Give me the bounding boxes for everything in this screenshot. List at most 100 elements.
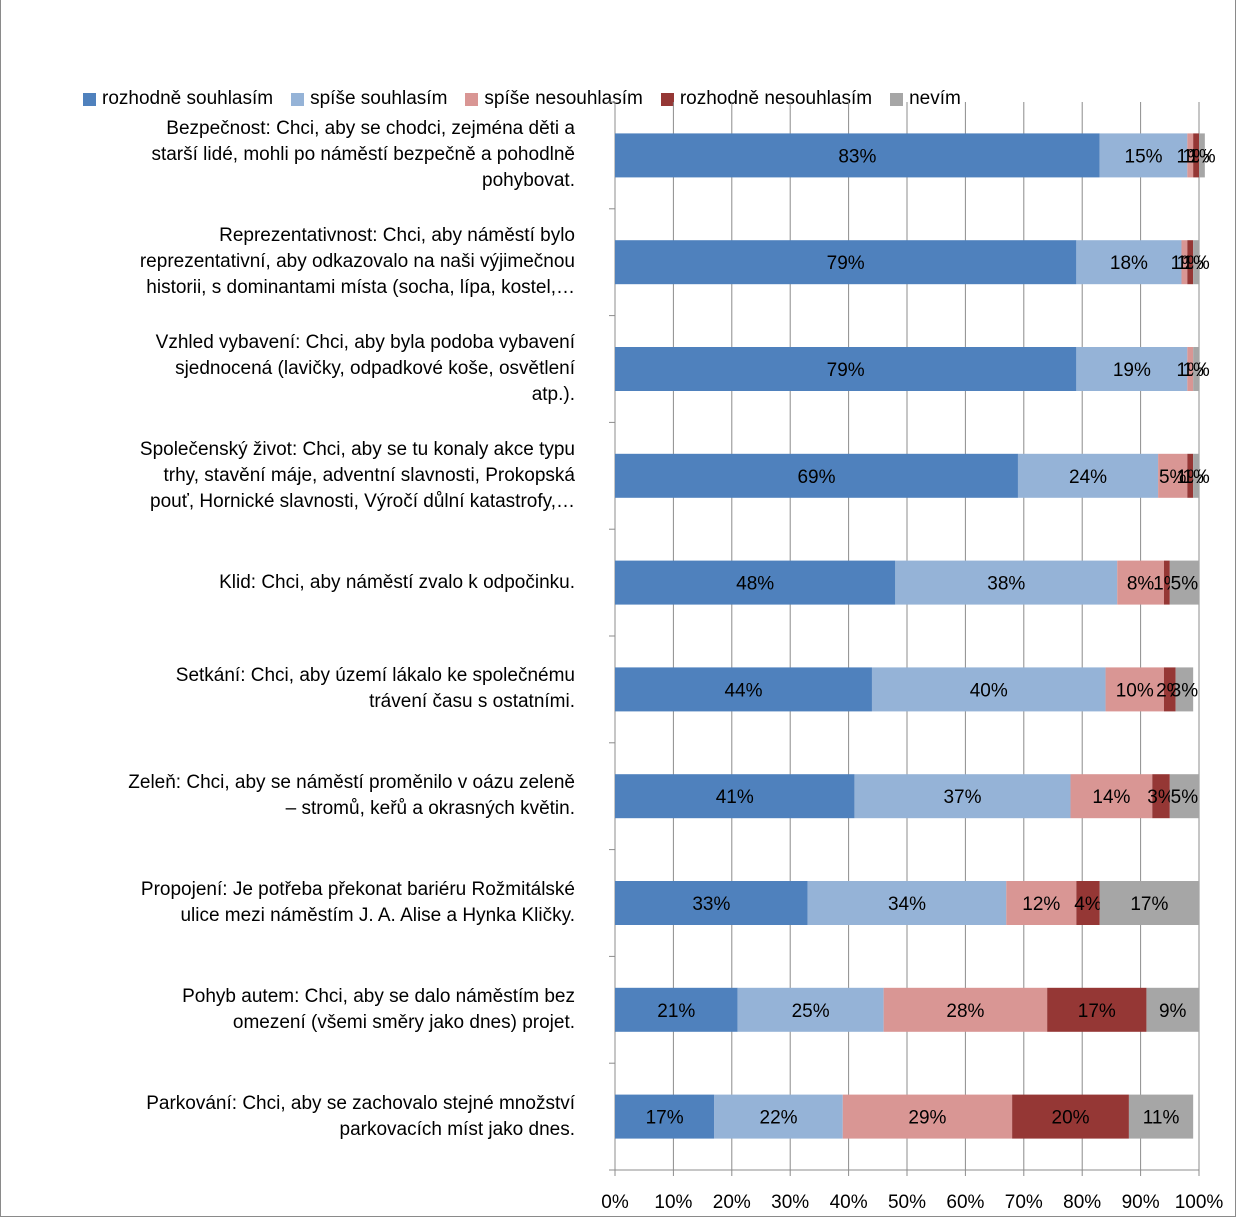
bar-segment-1-0 bbox=[615, 240, 1077, 285]
bar-segment-4-1 bbox=[895, 560, 1118, 605]
x-tick-label-6: 60% bbox=[946, 1192, 984, 1213]
legend-label: spíše nesouhlasím bbox=[484, 88, 643, 109]
bar-segment-4-0 bbox=[615, 560, 896, 605]
data-label-4-0: 48% bbox=[736, 574, 774, 595]
legend-item: spíše nesouhlasím bbox=[465, 88, 643, 110]
bar-segment-2-0 bbox=[615, 347, 1077, 391]
data-label-0-0: 83% bbox=[838, 146, 876, 167]
legend-swatch bbox=[660, 92, 674, 106]
data-label-8-3: 17% bbox=[1078, 1001, 1116, 1022]
category-label-line: Vzhled vybavení: Chci, aby byla podoba v… bbox=[155, 332, 575, 353]
bar-segment-9-1 bbox=[714, 1094, 843, 1139]
bar-segment-3-2 bbox=[1158, 453, 1188, 498]
data-label-5-2: 10% bbox=[1116, 680, 1154, 701]
data-label-9-2: 29% bbox=[908, 1108, 946, 1129]
data-label-3-1: 24% bbox=[1069, 467, 1107, 488]
data-label-1-4: 1% bbox=[1182, 253, 1210, 274]
bar-segment-9-4 bbox=[1128, 1094, 1194, 1139]
x-tick-label-4: 40% bbox=[830, 1192, 868, 1213]
category-label-line: historii, s dominantami místa (socha, lí… bbox=[146, 277, 575, 299]
data-label-4-2: 8% bbox=[1127, 574, 1155, 595]
bar-segment-5-0 bbox=[615, 667, 872, 712]
category-label-line: Pohyb autem: Chci, aby se dalo náměstím … bbox=[182, 985, 575, 1007]
category-label-line: Parkování: Chci, aby se zachovalo stejné… bbox=[146, 1092, 575, 1114]
bar-segment-3-0 bbox=[615, 453, 1018, 498]
bar-segment-1-1 bbox=[1076, 240, 1182, 285]
legend-swatch bbox=[890, 92, 904, 106]
data-label-8-2: 28% bbox=[946, 1001, 984, 1022]
category-label-line: trhy, stavění máje, adventní slavnosti, … bbox=[163, 464, 575, 486]
bar-segment-5-4 bbox=[1175, 667, 1194, 712]
category-label-line: parkovacích míst jako dnes. bbox=[339, 1118, 576, 1140]
legend-item: nevím bbox=[890, 88, 961, 110]
category-label-line: omezení (všemi směry jako dnes) projet. bbox=[232, 1011, 575, 1033]
data-label-7-2: 12% bbox=[1022, 894, 1060, 915]
x-tick-label-1: 10% bbox=[654, 1192, 692, 1213]
bar-segment-3-1 bbox=[1017, 453, 1159, 498]
bar-segment-2-4 bbox=[1193, 347, 1199, 391]
legend-label: rozhodně souhlasím bbox=[102, 88, 274, 109]
bar-segment-6-1 bbox=[854, 774, 1071, 819]
x-tick-label-3: 30% bbox=[771, 1192, 809, 1213]
category-label-line: Klid: Chci, aby náměstí zvalo k odpočink… bbox=[219, 571, 575, 593]
legend-swatch bbox=[291, 92, 305, 106]
bar-segment-8-3 bbox=[1047, 987, 1147, 1032]
bar-segment-4-3 bbox=[1163, 560, 1170, 605]
category-label-line: Reprezentativnost: Chci, aby náměstí byl… bbox=[219, 225, 575, 247]
data-label-5-4: 3% bbox=[1171, 680, 1199, 701]
category-label-line: starší lidé, mohli po náměstí bezpečně a… bbox=[151, 144, 575, 166]
bar-segment-0-3 bbox=[1193, 133, 1199, 178]
category-label: Společenský život: Chci, aby se tu konal… bbox=[15, 437, 575, 515]
bar-segment-6-4 bbox=[1169, 774, 1199, 819]
category-label-line: Zeleň: Chci, aby se náměstí proměnilo v … bbox=[128, 772, 575, 794]
category-label: Zeleň: Chci, aby se náměstí proměnilo v … bbox=[15, 770, 575, 822]
bar-segment-0-2 bbox=[1187, 133, 1194, 178]
x-tick-label-2: 20% bbox=[713, 1192, 751, 1213]
data-label-8-4: 9% bbox=[1159, 1001, 1187, 1022]
category-label: Bezpečnost: Chci, aby se chodci, zejména… bbox=[15, 116, 575, 194]
bar-segment-3-3 bbox=[1187, 453, 1194, 498]
data-label-9-1: 22% bbox=[760, 1108, 798, 1129]
bar-segment-9-3 bbox=[1012, 1094, 1129, 1139]
category-label: Parkování: Chci, aby se zachovalo stejné… bbox=[15, 1091, 575, 1143]
category-label: Klid: Chci, aby náměstí zvalo k odpočink… bbox=[15, 570, 575, 596]
bar-segment-0-4 bbox=[1199, 133, 1205, 178]
bar-segment-6-2 bbox=[1070, 774, 1153, 819]
category-label-line: reprezentativní, aby odkazovalo na naši … bbox=[139, 251, 575, 273]
data-label-5-0: 44% bbox=[724, 680, 762, 701]
bar-segment-8-1 bbox=[737, 987, 884, 1032]
data-label-6-0: 41% bbox=[716, 787, 754, 808]
data-label-1-1: 18% bbox=[1110, 253, 1148, 274]
x-tick-label-5: 50% bbox=[888, 1192, 926, 1213]
data-label-0-4: 1% bbox=[1188, 146, 1216, 167]
data-label-5-1: 40% bbox=[970, 680, 1008, 701]
data-label-1-0: 79% bbox=[827, 253, 865, 274]
bar-segment-5-1 bbox=[871, 667, 1106, 712]
category-label-line: pohybovat. bbox=[482, 170, 575, 192]
legend-label: nevím bbox=[909, 88, 961, 109]
x-tick-label-7: 70% bbox=[1005, 1192, 1043, 1213]
data-label-8-1: 25% bbox=[792, 1001, 830, 1022]
data-label-6-2: 14% bbox=[1092, 787, 1130, 808]
legend-item: spíše souhlasím bbox=[291, 88, 447, 110]
data-label-9-3: 20% bbox=[1052, 1108, 1090, 1129]
category-label: Vzhled vybavení: Chci, aby byla podoba v… bbox=[15, 330, 575, 408]
category-label-line: sjednocená (lavičky, odpadkové koše, osv… bbox=[175, 358, 575, 379]
data-label-4-1: 38% bbox=[987, 574, 1025, 595]
bar-segment-2-2 bbox=[1187, 347, 1194, 391]
bar-segment-8-0 bbox=[615, 987, 738, 1032]
category-label: Pohyb autem: Chci, aby se dalo náměstím … bbox=[15, 984, 575, 1036]
category-label-line: Propojení: Je potřeba překonat bariéru R… bbox=[140, 879, 575, 900]
category-label-line: atp.). bbox=[531, 384, 575, 405]
data-label-7-3: 4% bbox=[1074, 894, 1102, 915]
legend-item: rozhodně souhlasím bbox=[83, 88, 273, 110]
category-label: Propojení: Je potřeba překonat bariéru R… bbox=[15, 877, 575, 929]
category-label: Reprezentativnost: Chci, aby náměstí byl… bbox=[15, 223, 575, 301]
x-tick-label-10: 100% bbox=[1175, 1192, 1224, 1213]
category-label-line: trávení času s ostatními. bbox=[369, 691, 575, 713]
legend-swatch bbox=[83, 92, 96, 106]
data-label-6-3: 3% bbox=[1147, 787, 1175, 808]
bar-segment-7-4 bbox=[1099, 881, 1199, 925]
data-label-2-1: 19% bbox=[1113, 360, 1151, 381]
category-label-line: Společenský život: Chci, aby se tu konal… bbox=[139, 438, 575, 460]
